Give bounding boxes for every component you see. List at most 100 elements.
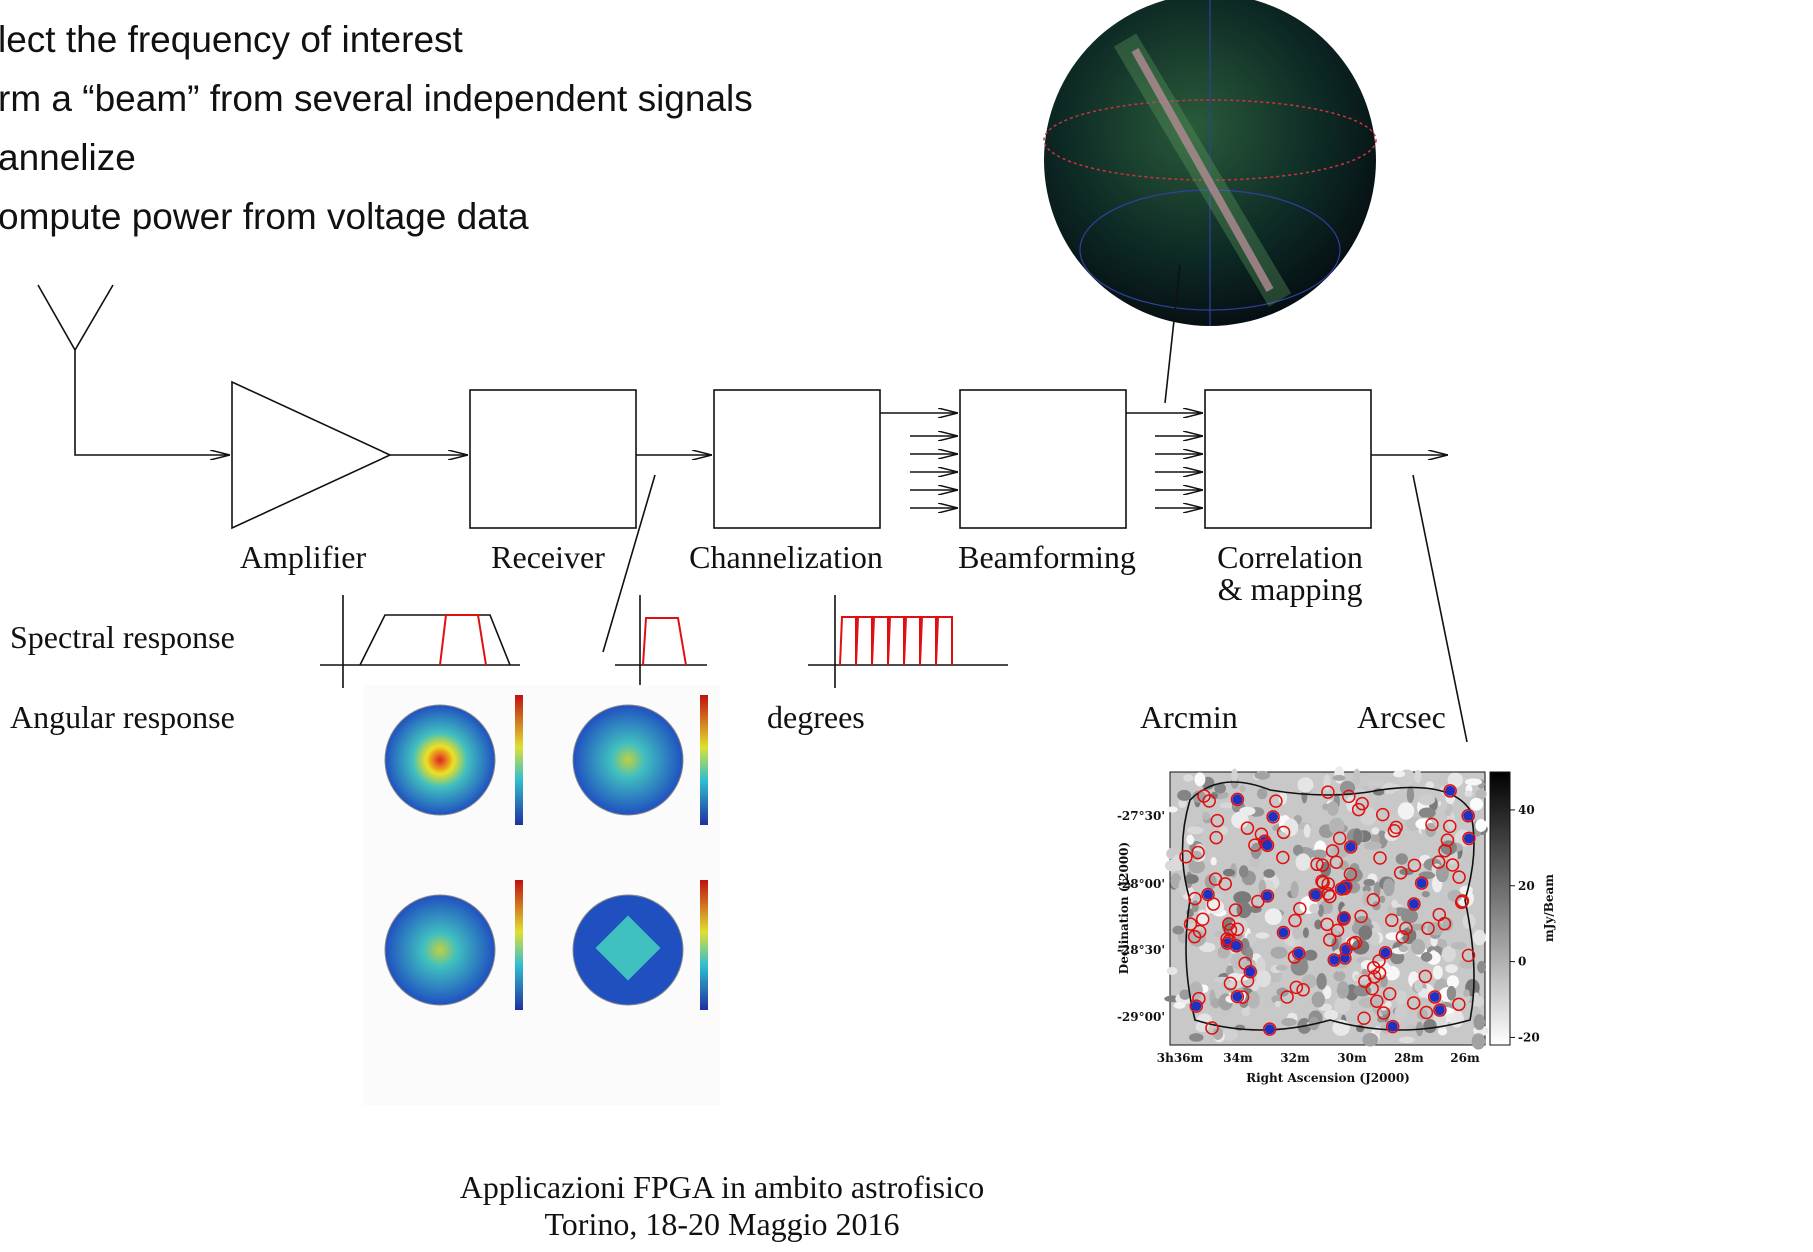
- noise-blob: [1362, 885, 1371, 893]
- noise-blob: [1416, 1009, 1428, 1020]
- noise-blob: [1171, 854, 1186, 871]
- noise-blob: [1331, 937, 1339, 953]
- noise-blob: [1362, 1033, 1379, 1047]
- noise-blob: [1406, 786, 1415, 803]
- noise-blob: [1369, 931, 1380, 946]
- noise-blob: [1292, 844, 1304, 856]
- source-ring: [1370, 994, 1384, 1008]
- source-ring: [1192, 924, 1207, 939]
- noise-blob: [1292, 926, 1304, 940]
- noise-blob: [1440, 840, 1457, 855]
- source-ring: [1385, 913, 1399, 928]
- noise-blob: [1295, 853, 1311, 871]
- noise-blob: [1326, 801, 1339, 816]
- source-dot: [1268, 811, 1279, 822]
- y-tick-label: -27°30': [1117, 809, 1165, 823]
- y-tick-label: -28°00': [1117, 877, 1165, 891]
- source-ring: [1399, 921, 1413, 936]
- spectral-plots: [320, 595, 1008, 688]
- noise-blob: [1352, 828, 1362, 846]
- noise-blob: [1219, 826, 1229, 835]
- noise-blob: [1353, 768, 1361, 786]
- source-ring: [1308, 888, 1323, 902]
- source-ring: [1280, 990, 1294, 1004]
- noise-blob: [1382, 878, 1395, 897]
- noise-blob: [1328, 817, 1345, 835]
- source-ring: [1276, 925, 1291, 940]
- noise-blob: [1222, 868, 1236, 877]
- x-tick-label: 30m: [1337, 1051, 1367, 1065]
- noise-blob: [1256, 788, 1268, 800]
- source-ring: [1366, 893, 1381, 907]
- noise-blob: [1263, 869, 1275, 878]
- noise-blob: [1354, 973, 1370, 981]
- source-ring: [1293, 901, 1307, 916]
- source-ring: [1320, 917, 1334, 932]
- noise-blob: [1311, 991, 1325, 1008]
- noise-blob: [1323, 774, 1331, 792]
- source-ring: [1330, 923, 1345, 938]
- block-label: & mapping: [1218, 571, 1363, 607]
- source-ring: [1355, 796, 1369, 811]
- source-ring: [1323, 889, 1337, 904]
- noise-blob: [1316, 973, 1327, 990]
- source-ring: [1325, 844, 1340, 858]
- source-ring: [1220, 932, 1234, 946]
- noise-blob: [1447, 889, 1463, 902]
- source-ring: [1223, 976, 1238, 991]
- noise-blob: [1414, 979, 1423, 993]
- noise-blob: [1459, 885, 1473, 895]
- source-ring: [1289, 980, 1304, 995]
- source-ring: [1433, 1003, 1447, 1017]
- source-ring: [1452, 997, 1466, 1012]
- noise-blob: [1255, 957, 1266, 974]
- noise-blob: [1398, 945, 1409, 953]
- x-tick-label: 3h36m: [1157, 1051, 1204, 1065]
- noise-blob: [1323, 1009, 1339, 1021]
- source-dot: [1380, 947, 1391, 958]
- source-ring: [1334, 882, 1349, 896]
- noise-blob: [1281, 1018, 1297, 1027]
- noise-blob: [1394, 1004, 1408, 1023]
- source-dot: [1232, 991, 1243, 1002]
- noise-blob: [1301, 974, 1317, 989]
- noise-blob: [1398, 1036, 1415, 1044]
- source-ring: [1223, 923, 1238, 937]
- source-ring: [1230, 792, 1245, 807]
- noise-blob: [1345, 868, 1363, 883]
- noise-blob: [1363, 841, 1382, 851]
- block-label: Amplifier: [240, 539, 367, 575]
- source-ring: [1343, 867, 1358, 881]
- noise-blob: [1199, 942, 1216, 953]
- source-ring: [1209, 830, 1223, 845]
- source-ring: [1240, 821, 1255, 835]
- source-ring: [1276, 825, 1291, 840]
- source-ring: [1228, 903, 1243, 917]
- source-ring: [1230, 990, 1245, 1004]
- noise-blob: [1414, 769, 1422, 784]
- noise-blob: [1317, 904, 1324, 917]
- noise-blob: [1314, 919, 1322, 930]
- resolution-label: Arcmin: [1140, 699, 1238, 735]
- source-dot: [1445, 785, 1456, 796]
- noise-blob: [1432, 965, 1443, 980]
- source-ring: [1316, 875, 1330, 890]
- source-ring: [1443, 784, 1457, 798]
- noise-blob: [1464, 849, 1471, 864]
- arrows: [880, 413, 958, 508]
- source-ring: [1455, 894, 1470, 908]
- source-ring: [1461, 948, 1476, 963]
- noise-blob: [1303, 824, 1311, 838]
- colorbar-tick-label: 20: [1518, 879, 1535, 893]
- source-ring: [1321, 886, 1335, 901]
- noise-blob: [1283, 818, 1299, 837]
- channelization-block: [713, 389, 881, 529]
- bullet: lect the frequency of interest: [0, 19, 464, 60]
- noise-blob: [1395, 853, 1408, 865]
- source-dot: [1262, 890, 1273, 901]
- noise-blob: [1173, 1002, 1186, 1009]
- row-label: Spectral response: [10, 619, 235, 655]
- noise-blob: [1278, 791, 1288, 805]
- bullet: ompute power from voltage data: [0, 196, 529, 237]
- receiver-block: [469, 389, 637, 529]
